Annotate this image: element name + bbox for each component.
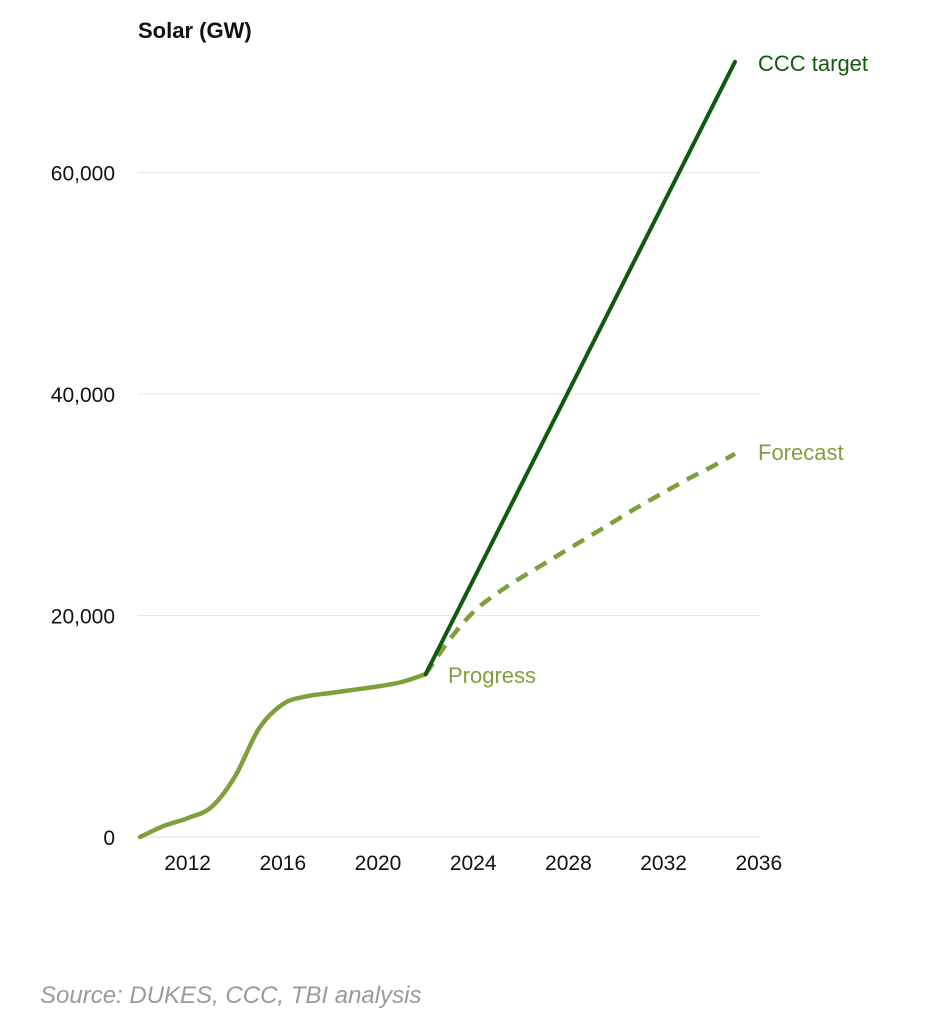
forecast-label: Forecast: [758, 440, 844, 465]
series-layer: [137, 59, 737, 840]
progress-line: [137, 671, 428, 840]
y-tick-label: 40,000: [51, 384, 115, 407]
x-tick-label: 2032: [640, 852, 687, 875]
x-tick-label: 2020: [355, 852, 402, 875]
ccc-target-label: CCC target: [758, 51, 868, 76]
chart-title: Solar (GW): [138, 18, 252, 43]
y-tick-label: 0: [103, 827, 115, 850]
x-tick-label: 2012: [164, 852, 211, 875]
y-tick-label: 60,000: [51, 163, 115, 186]
progress-label: Progress: [448, 663, 536, 688]
grid-layer: [138, 172, 760, 838]
x-tick-label: 2024: [450, 852, 497, 875]
solar-chart: 0 20,000 40,000 60,000 2012 2016 2020 2024 2028 2…: [51, 51, 868, 876]
source-note: Source: DUKES, CCC, TBI analysis: [40, 982, 422, 1009]
x-tick-label: 2028: [545, 852, 592, 875]
x-tick-label: 2016: [259, 852, 306, 875]
axis-layer: 0 20,000 40,000 60,000 2012 2016 2020 2024 2028 2…: [51, 163, 782, 876]
label-layer: Progress Forecast CCC target: [448, 51, 868, 688]
y-tick-label: 20,000: [51, 606, 115, 629]
ccc-target-line: [423, 59, 737, 677]
forecast-line: [423, 451, 737, 676]
x-tick-label: 2036: [735, 852, 782, 875]
